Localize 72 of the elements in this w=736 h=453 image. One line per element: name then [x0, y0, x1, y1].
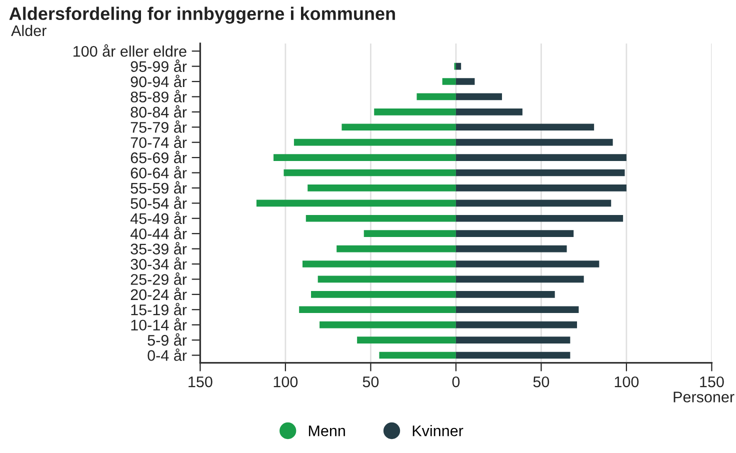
bar	[456, 184, 626, 192]
y-tick-label: 65-69 år	[130, 150, 187, 164]
bar	[342, 124, 456, 131]
bar	[442, 78, 456, 85]
bar	[364, 230, 456, 238]
y-tick-label: 40-44 år	[130, 226, 187, 240]
chart-title: Aldersfordeling for innbyggerne i kommunen	[9, 6, 395, 24]
y-tick-label: 90-94 år	[130, 74, 187, 88]
bar	[416, 93, 456, 100]
x-tick-label: 50	[362, 376, 379, 388]
bar	[336, 245, 456, 252]
x-axis-title: Personer	[674, 392, 734, 402]
y-tick-label: 0-4 år	[148, 348, 187, 361]
bar	[379, 352, 456, 359]
y-axis-title: Alder	[11, 24, 46, 36]
bar	[456, 108, 522, 116]
bar	[311, 290, 456, 298]
bar	[456, 352, 570, 359]
bar	[274, 154, 456, 161]
y-tick-label: 70-74 år	[130, 136, 187, 148]
bar	[374, 108, 456, 116]
y-tick-label: 30-34 år	[130, 257, 187, 270]
y-tick-label: 100 år eller eldre	[74, 44, 186, 57]
bar	[306, 214, 456, 222]
bar	[456, 154, 626, 161]
x-tick-label: 50	[533, 376, 550, 388]
bar	[456, 169, 625, 176]
y-tick-label: 20-24 år	[130, 288, 187, 300]
bar	[284, 169, 456, 176]
bar	[294, 138, 456, 146]
y-tick-label: 55-59 år	[130, 181, 187, 194]
x-tick-label: 100	[274, 376, 298, 388]
bar	[456, 306, 579, 314]
bar	[456, 200, 612, 207]
bar	[320, 321, 456, 328]
y-tick-label: 95-99 år	[130, 60, 187, 72]
y-tick-label: 80-84 år	[130, 105, 187, 118]
bar	[299, 306, 456, 314]
y-tick-label: 25-29 år	[130, 272, 187, 285]
bar	[456, 245, 567, 252]
legend-label: Menn	[308, 426, 345, 436]
legend-label: Kvinner	[412, 425, 464, 436]
bar	[456, 276, 584, 283]
bar	[318, 276, 456, 283]
bar	[456, 260, 600, 268]
bar	[456, 62, 462, 70]
bar	[308, 184, 456, 192]
bar	[456, 336, 570, 344]
bar	[456, 93, 502, 100]
x-tick-label: 100	[614, 376, 639, 388]
y-tick-label: 15-19 år	[131, 302, 187, 316]
x-tick-label: 150	[700, 376, 724, 388]
bar	[456, 124, 594, 131]
bar	[456, 78, 475, 85]
y-tick-label: 75-79 år	[130, 120, 187, 133]
x-tick-label: 0	[452, 376, 460, 388]
y-tick-label: 45-49 år	[130, 212, 187, 224]
y-tick-label: 5-9 år	[148, 333, 187, 346]
bar	[456, 321, 578, 328]
bar	[302, 260, 456, 268]
bar	[456, 230, 574, 238]
bar	[456, 290, 555, 298]
bar	[357, 336, 456, 344]
bar	[456, 214, 624, 222]
y-tick-label: 10-14 år	[131, 318, 187, 331]
bar	[456, 138, 613, 146]
bar	[256, 200, 456, 207]
y-tick-label: 85-89 år	[130, 90, 187, 102]
y-tick-label: 60-64 år	[130, 166, 187, 178]
y-tick-label: 50-54 år	[130, 196, 187, 209]
x-tick-label: 150	[188, 376, 212, 388]
y-tick-label: 35-39 år	[130, 242, 187, 254]
